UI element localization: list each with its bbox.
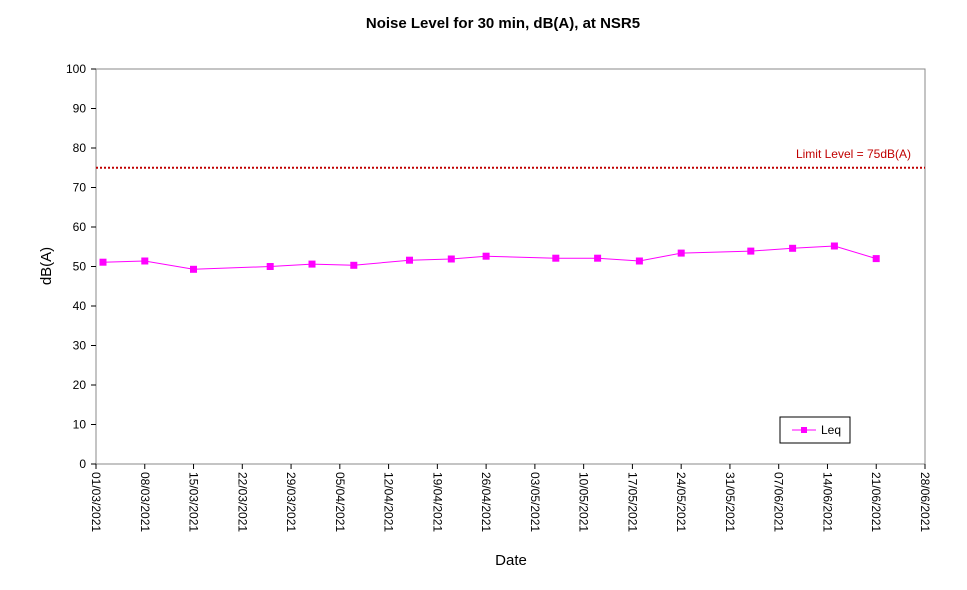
x-tick-label: 01/03/2021: [89, 472, 103, 532]
x-tick-label: 10/05/2021: [577, 472, 591, 532]
data-point-leq: [308, 260, 316, 268]
x-tick-label: 19/04/2021: [430, 472, 444, 532]
data-point-leq: [552, 254, 560, 262]
data-point-leq: [447, 255, 455, 263]
y-tick-label: 20: [73, 378, 87, 392]
y-tick-label: 80: [73, 141, 87, 155]
x-tick-label: 12/04/2021: [382, 472, 396, 532]
x-tick-label: 17/05/2021: [625, 472, 639, 532]
legend: Leq: [779, 416, 851, 444]
x-tick-label: 26/04/2021: [479, 472, 493, 532]
chart-title: Noise Level for 30 min, dB(A), at NSR5: [366, 15, 640, 32]
reference-lines: Limit Level = 75dB(A): [96, 147, 925, 169]
x-tick-label: 28/06/2021: [918, 472, 932, 532]
series-group: [99, 242, 880, 273]
y-tick-label: 40: [73, 299, 87, 313]
data-point-leq: [482, 252, 490, 260]
data-point-leq: [594, 254, 602, 262]
data-point-leq: [789, 244, 797, 252]
y-tick-label: 100: [66, 62, 86, 76]
x-tick-label: 22/03/2021: [235, 472, 249, 532]
data-point-leq: [872, 255, 880, 263]
plot-area: [95, 68, 926, 465]
x-tick-label: 15/03/2021: [187, 472, 201, 532]
legend-marker: [801, 427, 807, 433]
y-tick-label: 0: [79, 457, 86, 471]
x-axis: 01/03/2021 08/03/2021 15/03/2021 22/03/2021…: [89, 464, 932, 532]
data-point-leq: [350, 261, 358, 269]
data-point-leq: [747, 247, 755, 255]
x-axis-label: Date: [495, 552, 527, 569]
data-point-leq: [677, 249, 685, 257]
legend-label-leq: Leq: [821, 423, 841, 437]
y-tick-label: 70: [73, 181, 87, 195]
x-tick-label: 05/04/2021: [333, 472, 347, 532]
data-point-leq: [406, 256, 413, 264]
data-point-leq: [830, 242, 838, 250]
y-tick-label: 50: [73, 260, 87, 274]
y-axis-label: dB(A): [38, 247, 55, 285]
y-tick-label: 60: [73, 220, 87, 234]
x-tick-label: 14/06/2021: [820, 472, 834, 532]
y-tick-label: 90: [73, 102, 87, 116]
x-tick-label: 24/05/2021: [674, 472, 688, 532]
x-tick-label: 29/03/2021: [284, 472, 298, 532]
y-axis: 0 10 20 30 40 50 60 70 80 90 100: [66, 62, 96, 471]
data-point-leq: [190, 265, 197, 273]
x-tick-label: 07/06/2021: [772, 472, 786, 532]
data-point-leq: [141, 257, 149, 265]
y-tick-label: 30: [73, 339, 87, 353]
x-tick-label: 21/06/2021: [869, 472, 883, 532]
data-point-leq: [99, 258, 107, 266]
x-tick-label: 03/05/2021: [528, 472, 542, 532]
data-point-leq: [266, 263, 274, 270]
x-tick-label: 08/03/2021: [138, 472, 152, 532]
data-point-leq: [635, 257, 643, 265]
y-tick-label: 10: [73, 418, 87, 432]
limit-label: Limit Level = 75dB(A): [796, 147, 911, 161]
x-tick-label: 31/05/2021: [723, 472, 737, 532]
